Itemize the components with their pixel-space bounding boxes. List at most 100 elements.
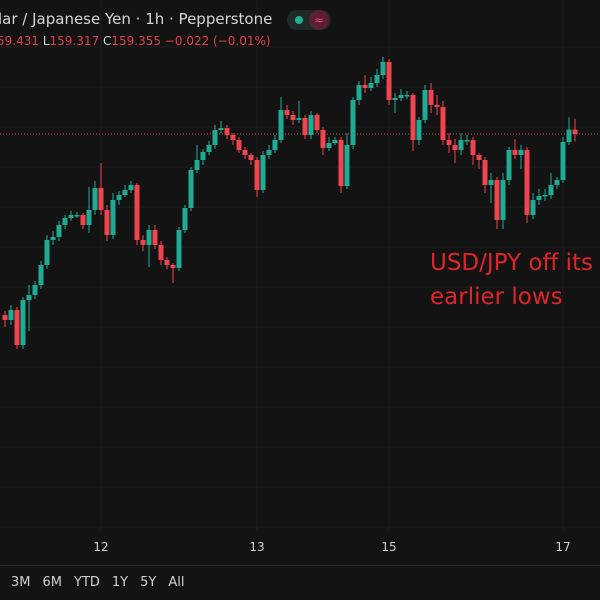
candle-down	[338, 140, 344, 186]
candle-down	[482, 160, 488, 185]
candle-down	[2, 315, 8, 320]
candle-down	[524, 150, 530, 215]
candle-up	[344, 145, 350, 186]
candle-up	[380, 62, 386, 75]
candle-down	[314, 115, 320, 130]
candle-up	[422, 90, 428, 120]
candle-up	[536, 196, 542, 200]
candle-up	[332, 140, 338, 143]
candle-up	[212, 130, 218, 145]
candle-up	[86, 210, 92, 225]
candle-up	[398, 95, 404, 98]
candle-down	[14, 310, 20, 345]
ohlc-readout: 59.431 L159.317 C159.355 −0.022 (−0.01%)	[0, 34, 271, 48]
candle-down	[386, 62, 392, 100]
candle-down	[254, 160, 260, 190]
date-label: 17	[555, 540, 571, 554]
candle-down	[434, 105, 440, 107]
candle-up	[566, 129, 572, 142]
candle-down	[236, 140, 242, 150]
candle-up	[92, 188, 98, 210]
market-open-dot-icon	[295, 16, 303, 24]
candle-up	[218, 128, 224, 130]
candle-down	[134, 185, 140, 240]
candle-up	[518, 150, 524, 155]
date-label: 12	[93, 540, 109, 554]
low-label: L	[42, 34, 50, 48]
candle-up	[416, 120, 422, 140]
candle-down	[290, 115, 296, 120]
candle-up	[122, 190, 128, 195]
candle-down	[224, 128, 230, 135]
range-button-ytd[interactable]: YTD	[74, 575, 100, 590]
range-button-all[interactable]: All	[168, 575, 185, 590]
candle-down	[470, 140, 476, 155]
candle-down	[428, 90, 434, 105]
candle-down	[440, 107, 446, 140]
candlestick-chart[interactable]	[0, 0, 600, 566]
close-value: 159.355	[111, 34, 161, 48]
candle-up	[542, 195, 548, 197]
candle-up	[56, 225, 62, 237]
candle-up	[278, 110, 284, 140]
market-status-pill[interactable]: ≈	[287, 10, 331, 30]
candle-up	[374, 75, 380, 83]
symbol-title: lar / Japanese Yen · 1h · Pepperstone	[0, 10, 273, 28]
low-value: 159.317	[49, 34, 100, 48]
candle-down	[452, 145, 458, 150]
candle-up	[392, 98, 398, 100]
candle-down	[320, 130, 326, 148]
candle-down	[152, 230, 158, 245]
close-label: C	[102, 34, 112, 48]
candle-up	[206, 145, 212, 152]
candle-down	[302, 118, 308, 135]
candle-up	[26, 295, 32, 300]
candle-up	[404, 95, 410, 97]
candle-up	[458, 140, 464, 150]
candle-up	[296, 118, 302, 120]
divider	[0, 565, 600, 566]
candle-down	[140, 240, 146, 245]
annotation-line-2: earlier lows	[430, 284, 563, 310]
change-value: −0.022 (−0.01%)	[164, 34, 271, 48]
candle-up	[50, 237, 56, 240]
candle-down	[512, 150, 518, 155]
range-button-1y[interactable]: 1Y	[111, 575, 129, 590]
annotation-text: USD/JPY off its earlier lows	[430, 246, 593, 314]
candle-up	[260, 155, 266, 190]
range-button-5y[interactable]: 5Y	[140, 575, 157, 590]
candle-up	[146, 230, 152, 245]
candle-up	[350, 100, 356, 145]
candle-up	[488, 180, 494, 185]
range-button-3m[interactable]: 3M	[11, 575, 31, 590]
candle-up	[500, 180, 506, 220]
candle-up	[176, 230, 182, 268]
candle-down	[158, 245, 164, 260]
candle-up	[368, 83, 374, 88]
annotation-line-1: USD/JPY off its	[430, 250, 594, 276]
candle-up	[194, 160, 200, 170]
range-button-6m[interactable]: 6M	[42, 575, 63, 590]
candle-down	[230, 135, 236, 140]
candle-up	[326, 143, 332, 148]
candle-up	[38, 265, 44, 285]
candle-down	[572, 129, 578, 134]
candle-up	[266, 150, 272, 155]
date-label: 15	[381, 540, 397, 554]
candle-up	[74, 215, 80, 217]
candle-up	[32, 285, 38, 295]
candle-down	[170, 265, 176, 268]
range-selector: 3M 6M YTD 1Y 5Y All	[11, 575, 184, 590]
candle-down	[446, 140, 452, 145]
candle-up	[8, 310, 14, 320]
candle-down	[362, 85, 368, 88]
candle-up	[560, 142, 566, 180]
candle-up	[200, 152, 206, 160]
candle-up	[182, 208, 188, 230]
candle-up	[464, 140, 470, 142]
candle-down	[248, 155, 254, 160]
candle-down	[164, 260, 170, 265]
candle-down	[410, 95, 416, 140]
candle-down	[284, 110, 290, 115]
candle-down	[494, 180, 500, 220]
